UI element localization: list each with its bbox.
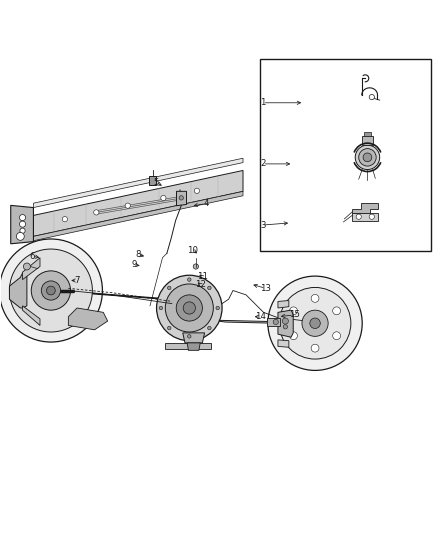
Circle shape [62,216,67,222]
Text: 5: 5 [153,177,159,187]
Polygon shape [210,320,318,324]
Circle shape [290,332,297,340]
Text: 2: 2 [260,159,265,168]
Circle shape [369,214,374,220]
Polygon shape [22,258,40,280]
Polygon shape [362,136,373,145]
Circle shape [161,196,166,200]
Polygon shape [33,191,243,241]
Circle shape [19,215,25,221]
Text: 8: 8 [135,250,141,259]
Circle shape [333,332,340,340]
Circle shape [363,153,372,161]
Circle shape [159,306,162,310]
Text: 4: 4 [203,199,208,208]
Circle shape [41,281,60,300]
Circle shape [20,228,25,233]
Polygon shape [364,132,371,136]
Polygon shape [33,171,243,236]
Polygon shape [278,310,293,337]
Polygon shape [352,203,378,213]
Text: 14: 14 [254,312,265,321]
Text: 10: 10 [187,246,198,255]
Circle shape [187,335,191,338]
Circle shape [193,264,198,269]
Circle shape [31,271,71,310]
Circle shape [167,286,171,289]
Circle shape [0,239,102,342]
Polygon shape [187,343,200,350]
Polygon shape [11,205,33,244]
Text: 11: 11 [197,272,208,281]
Polygon shape [68,308,108,330]
Text: 9: 9 [131,260,137,269]
Circle shape [23,263,30,270]
Circle shape [268,276,362,370]
Circle shape [194,188,200,193]
Circle shape [46,286,55,295]
Circle shape [176,295,202,321]
Polygon shape [22,306,40,326]
Circle shape [16,232,24,240]
Text: 1: 1 [260,98,265,107]
Text: 6: 6 [29,252,35,261]
Circle shape [333,307,340,315]
Circle shape [125,203,131,208]
Circle shape [355,145,380,169]
Circle shape [283,325,288,329]
Circle shape [369,94,374,100]
Circle shape [165,284,213,332]
Circle shape [156,275,222,341]
Text: 12: 12 [195,280,206,289]
Bar [261,59,431,251]
Circle shape [311,344,319,352]
Text: 15: 15 [289,310,300,319]
Polygon shape [33,158,243,207]
Circle shape [273,319,279,325]
Polygon shape [43,289,177,300]
Text: 7: 7 [74,276,80,285]
Circle shape [359,149,376,166]
Circle shape [356,214,361,220]
Text: 13: 13 [260,284,271,293]
Circle shape [279,287,351,359]
Circle shape [10,249,92,332]
Polygon shape [177,191,187,206]
Polygon shape [352,213,378,221]
Circle shape [179,196,184,200]
Circle shape [167,326,171,330]
Polygon shape [10,273,27,308]
Circle shape [187,278,191,281]
Circle shape [283,318,288,324]
Polygon shape [267,318,280,326]
Polygon shape [149,176,156,185]
Circle shape [208,326,211,330]
Circle shape [310,318,320,328]
Text: 3: 3 [260,221,265,230]
Circle shape [302,310,328,336]
Circle shape [208,286,211,289]
Circle shape [311,294,319,302]
Polygon shape [165,343,211,350]
Circle shape [19,221,25,227]
Polygon shape [278,301,289,308]
Polygon shape [278,340,289,348]
Circle shape [290,307,297,315]
Polygon shape [183,333,205,343]
Circle shape [216,306,219,310]
Circle shape [183,302,195,314]
Circle shape [94,210,99,215]
